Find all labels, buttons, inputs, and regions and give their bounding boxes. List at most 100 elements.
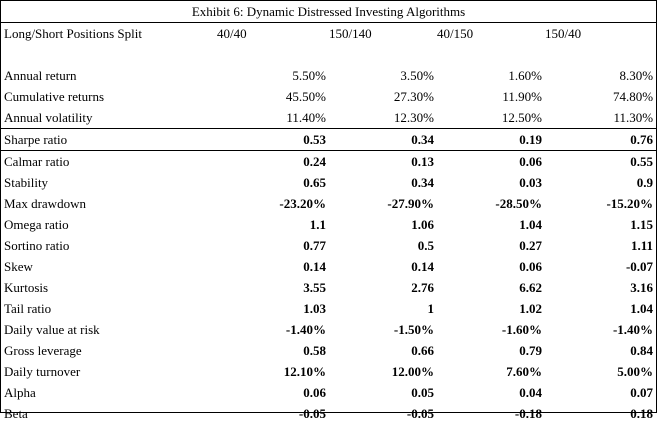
row-label: Beta (4, 405, 28, 421)
value-cell: 12.50% (437, 107, 545, 129)
column-header: 40/40 (217, 25, 247, 41)
value-cell: 0.03 (519, 174, 542, 190)
value-cell: 1 (427, 300, 435, 316)
value-cell: -23.20% (279, 195, 326, 211)
table-row: Omega ratio 1.1 1.06 1.04 1.15 (1, 214, 656, 235)
value-cell: 0.9 (636, 174, 654, 190)
spacer-cell (1, 44, 656, 65)
value-cell: 0.05 (411, 384, 434, 400)
row-label: Kurtosis (4, 279, 49, 295)
value-cell: 1.11 (631, 237, 654, 253)
value-cell: 0.06 (519, 153, 542, 169)
row-label: Cumulative returns (4, 88, 105, 104)
table-row: Gross leverage 0.58 0.66 0.79 0.84 (1, 340, 656, 361)
value-cell: 0.58 (303, 342, 326, 358)
column-header: 40/150 (437, 25, 474, 41)
value-cell: 1.15 (630, 216, 654, 232)
value-cell: 0.18 (630, 405, 654, 421)
title-row: Exhibit 6: Dynamic Distressed Investing … (1, 1, 657, 23)
value-cell: -0.18 (514, 405, 542, 421)
value-cell: -27.90% (387, 195, 434, 211)
value-cell: 0.14 (411, 258, 434, 274)
value-cell: 3.16 (630, 279, 654, 295)
column-header: 150/140 (329, 25, 372, 41)
row-label: Stability (4, 174, 49, 190)
value-cell: 1.03 (303, 300, 326, 316)
row-label: Omega ratio (4, 216, 69, 232)
row-label: Daily turnover (4, 363, 81, 379)
value-cell: 3.55 (303, 279, 326, 295)
value-cell: 74.80% (612, 88, 654, 104)
value-cell: 1.06 (411, 216, 434, 232)
value-cell: 0.13 (411, 153, 434, 169)
value-cell: 0.24 (303, 153, 326, 169)
value-cell: 45.50% (285, 88, 326, 104)
value-cell: 12.30% (329, 107, 437, 129)
value-cell: -28.50% (495, 195, 542, 211)
value-cell: -1.40% (285, 321, 326, 337)
row-label: Gross leverage (4, 342, 82, 358)
table-row: Skew 0.14 0.14 0.06 -0.07 (1, 256, 656, 277)
table-row: Annual return 5.50% 3.50% 1.60% 8.30% (1, 65, 656, 86)
value-cell: 3.50% (400, 67, 434, 83)
value-cell: 0.06 (303, 384, 326, 400)
value-cell: 0.76 (545, 128, 657, 151)
header-label: Long/Short Positions Split (4, 25, 142, 41)
value-cell: 0.19 (437, 128, 545, 151)
value-cell: 0.66 (411, 342, 434, 358)
value-cell: 8.30% (619, 67, 654, 83)
spacer-row (1, 44, 656, 65)
value-cell: 1.60% (508, 67, 542, 83)
table-row: Stability 0.65 0.34 0.03 0.9 (1, 172, 656, 193)
value-cell: 0.5 (417, 237, 434, 253)
value-cell: -1.40% (612, 321, 654, 337)
value-cell: 0.79 (519, 342, 542, 358)
value-cell: 7.60% (506, 363, 542, 379)
value-cell: -0.05 (406, 405, 434, 421)
value-cell: -15.20% (606, 195, 654, 211)
value-cell: 0.77 (303, 237, 326, 253)
value-cell: 11.40% (217, 107, 329, 129)
table-row: Annual volatility 11.40% 12.30% 12.50% 11.30… (1, 107, 657, 129)
table-row: Sharpe ratio 0.53 0.34 0.19 0.76 (1, 128, 657, 151)
value-cell: 1.02 (519, 300, 542, 316)
value-cell: 1.04 (519, 216, 542, 232)
value-cell: -1.60% (501, 321, 542, 337)
row-label: Annual return (4, 67, 77, 83)
value-cell: -1.50% (393, 321, 434, 337)
table-row: Sortino ratio 0.77 0.5 0.27 1.11 (1, 235, 656, 256)
value-cell: 0.06 (519, 258, 542, 274)
value-cell: 1.1 (309, 216, 326, 232)
row-label: Alpha (4, 384, 36, 400)
value-cell: 0.84 (630, 342, 654, 358)
column-header: 150/40 (545, 25, 582, 41)
table-row: Max drawdown -23.20% -27.90% -28.50% -15.20% (1, 193, 656, 214)
table-row: Beta -0.05 -0.05 -0.18 0.18 (1, 403, 656, 424)
table-row: Daily turnover 12.10% 12.00% 7.60% 5.00% (1, 361, 656, 382)
value-cell: 0.07 (630, 384, 654, 400)
row-label: Tail ratio (4, 300, 52, 316)
row-label: Daily value at risk (4, 321, 100, 337)
value-cell: 5.50% (292, 67, 326, 83)
table-row: Tail ratio 1.03 1 1.02 1.04 (1, 298, 656, 319)
table-row: Alpha 0.06 0.05 0.04 0.07 (1, 382, 656, 403)
value-cell: -0.07 (625, 258, 654, 274)
value-cell: 0.04 (519, 384, 542, 400)
value-cell: 0.65 (303, 174, 326, 190)
value-cell: 12.00% (391, 363, 434, 379)
value-cell: 6.62 (519, 279, 542, 295)
row-label: Max drawdown (4, 195, 86, 211)
value-cell: 1.04 (630, 300, 654, 316)
value-cell: 0.14 (303, 258, 326, 274)
table-row: Daily value at risk -1.40% -1.50% -1.60% -1.… (1, 319, 656, 340)
row-label: Calmar ratio (4, 153, 70, 169)
value-cell: -0.05 (298, 405, 326, 421)
table-row: Calmar ratio 0.24 0.13 0.06 0.55 (1, 151, 656, 173)
value-cell: 0.34 (329, 128, 437, 151)
value-cell: 27.30% (393, 88, 434, 104)
column-header-row: Long/Short Positions Split 40/40 150/140… (1, 23, 656, 45)
value-cell: 2.76 (411, 279, 434, 295)
value-cell: 5.00% (617, 363, 654, 379)
